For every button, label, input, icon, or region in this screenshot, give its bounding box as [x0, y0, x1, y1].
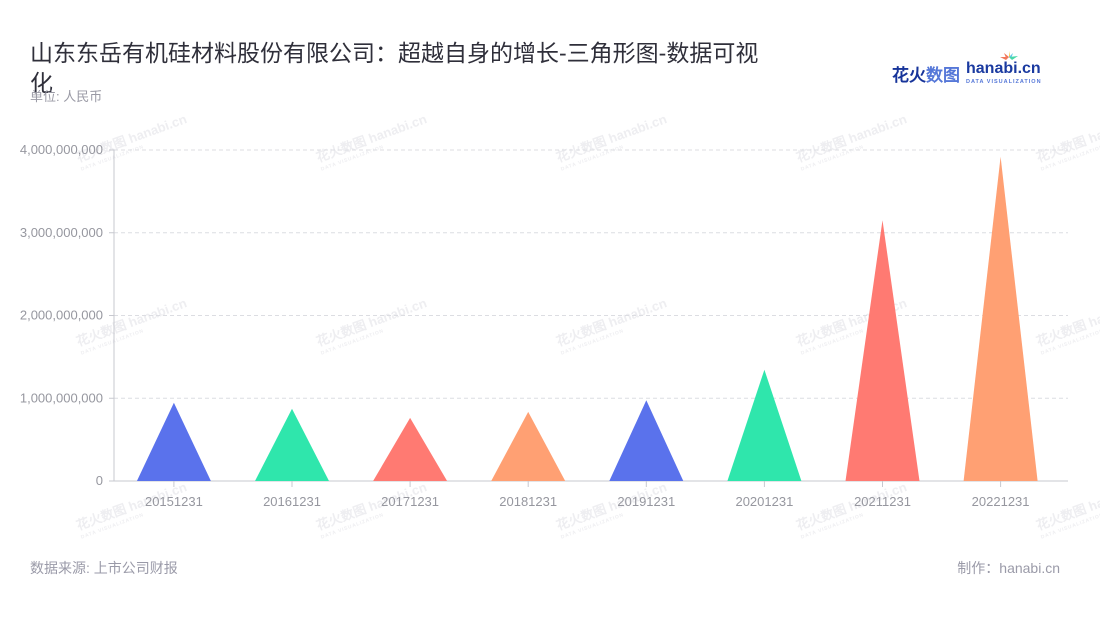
svg-text:0: 0 — [96, 473, 103, 488]
svg-text:20191231: 20191231 — [617, 494, 675, 509]
svg-text:20221231: 20221231 — [972, 494, 1030, 509]
svg-text:20201231: 20201231 — [735, 494, 793, 509]
svg-text:3,000,000,000: 3,000,000,000 — [20, 225, 103, 240]
svg-text:20211231: 20211231 — [854, 494, 911, 509]
svg-text:20151231: 20151231 — [145, 494, 203, 509]
svg-text:2,000,000,000: 2,000,000,000 — [20, 308, 103, 323]
svg-text:4,000,000,000: 4,000,000,000 — [20, 142, 103, 157]
svg-text:20181231: 20181231 — [499, 494, 557, 509]
svg-text:20161231: 20161231 — [263, 494, 321, 509]
svg-text:1,000,000,000: 1,000,000,000 — [20, 390, 103, 405]
svg-text:20171231: 20171231 — [381, 494, 439, 509]
